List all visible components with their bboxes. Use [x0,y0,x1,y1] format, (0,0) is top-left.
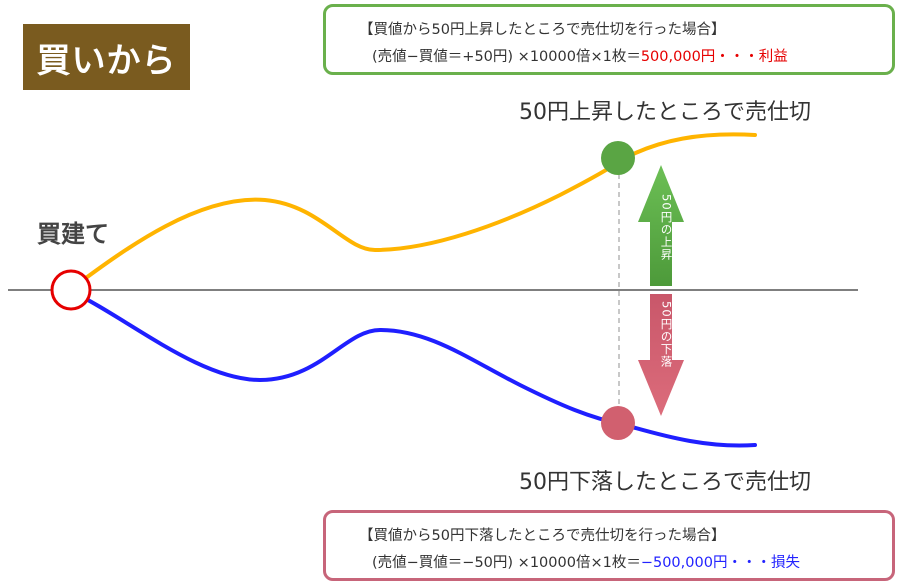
loss-formula: (売値−買値＝−50円) ×10000倍×1枚＝ [372,555,641,571]
exit-down-point-marker [601,406,635,440]
rise-arrow-label: 50円の上昇 [659,194,674,261]
gain-heading: 【買値から50円上昇したところで売仕切を行った場合】 [359,22,726,38]
loss-result: −500,000円・・・損失 [640,555,800,571]
gain-scenario-box: 【買値から50円上昇したところで売仕切を行った場合】 (売値−買値＝+50円) … [323,4,895,75]
exit-up-point-marker [601,141,635,175]
page-title: 買いから [36,40,177,81]
gain-result: 500,000円・・・利益 [640,49,788,65]
page-title-badge: 買いから [23,24,190,90]
exit-down-label: 50円下落したところで売仕切 [519,470,811,495]
loss-formula-line: (売値−買値＝−50円) ×10000倍×1枚＝−500,000円・・・損失 [372,551,800,572]
entry-point-marker [50,269,92,311]
gain-formula-line: (売値−買値＝+50円) ×10000倍×1枚＝500,000円・・・利益 [372,45,788,66]
exit-up-label: 50円上昇したところで売仕切 [519,100,811,125]
loss-scenario-box: 【買値から50円下落したところで売仕切を行った場合】 (売値−買値＝−50円) … [323,510,895,581]
loss-heading: 【買値から50円下落したところで売仕切を行った場合】 [359,528,726,544]
fall-arrow [638,294,684,416]
entry-label: 買建て [37,220,109,248]
rise-arrow [638,165,684,286]
gain-formula: (売値−買値＝+50円) ×10000倍×1枚＝ [372,49,641,65]
fall-arrow-label: 50円の下落 [659,301,674,368]
